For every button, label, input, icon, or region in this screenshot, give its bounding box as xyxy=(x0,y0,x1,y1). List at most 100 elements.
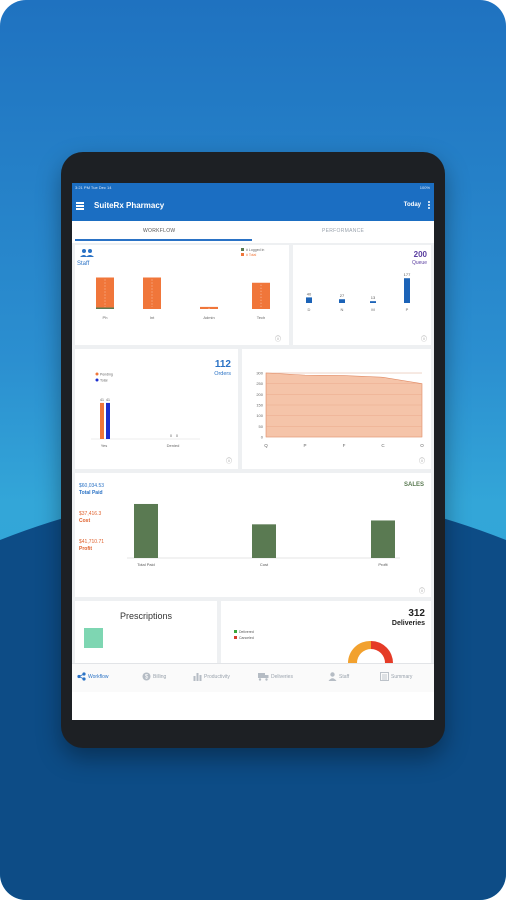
queue-data-label: 27 xyxy=(340,293,345,298)
nav-staff[interactable]: Staff xyxy=(328,672,349,681)
staff-icon xyxy=(80,249,94,257)
tab-workflow[interactable]: WORKFLOW xyxy=(143,228,176,234)
app-title: SuiteRx Pharmacy xyxy=(94,201,165,210)
legend-total: Total xyxy=(100,379,108,383)
nav-label: Workflow xyxy=(88,673,109,680)
staff-title: Staff xyxy=(77,261,90,267)
prescriptions-bar xyxy=(84,628,103,648)
orders-bar xyxy=(106,402,110,439)
nav-productivity[interactable]: Productivity xyxy=(193,672,230,681)
menu-icon[interactable] xyxy=(76,202,84,210)
sales-bar xyxy=(371,520,395,558)
area-chart-card[interactable]: 300 250 200 150 100 50 0 Q P F C O ⓘ xyxy=(242,349,431,469)
prescriptions-card[interactable]: Prescriptions xyxy=(75,601,217,663)
prescriptions-chart: Prescriptions xyxy=(84,611,173,648)
person-icon xyxy=(328,672,337,681)
orders-data-label: 41 xyxy=(106,398,110,402)
prescriptions-title: Prescriptions xyxy=(120,611,173,621)
info-icon[interactable]: ⓘ xyxy=(275,335,281,343)
profit-label: Profit xyxy=(79,546,92,552)
total-paid-value: $60,034.53 xyxy=(79,483,104,489)
status-bar: 3:21 PM Tue Dec 14 100% xyxy=(72,183,434,192)
queue-x-label: D xyxy=(308,307,311,312)
info-icon[interactable]: ⓘ xyxy=(421,335,427,343)
area-y-tick: 200 xyxy=(256,392,263,397)
queue-bar xyxy=(306,297,312,303)
sales-chart: SALES $60,034.53 Total Paid $37,416.3 Co… xyxy=(79,482,425,595)
area-x-label: C xyxy=(381,443,385,448)
info-icon[interactable]: ⓘ xyxy=(419,587,425,595)
legend-logged-in: # Logged in xyxy=(246,248,264,252)
nav-label: Staff xyxy=(339,673,350,680)
orders-label: Orders xyxy=(214,371,231,377)
queue-card[interactable]: 200 Queue 40 D 27 N 13 M 177 P ⓘ xyxy=(293,245,431,345)
cost-label: Cost xyxy=(79,518,90,524)
orders-x-label: Denied xyxy=(167,443,180,448)
deliveries-label: Deliveries xyxy=(392,620,425,627)
bar-chart-icon xyxy=(193,673,202,681)
queue-bar xyxy=(339,299,345,303)
legend-swatch-logged-in xyxy=(241,248,244,251)
staff-x-label: Ph xyxy=(103,315,108,320)
staff-bar-total xyxy=(96,277,114,309)
legend-total: # Total xyxy=(246,253,256,257)
orders-chart: 112 Orders Pending Total 41 41 Yes 0 0 Denied… xyxy=(91,359,232,465)
dashboard-content: Staff # Logged in # Total Ph Int Admin Tech… xyxy=(72,243,434,663)
legend-dot-total xyxy=(95,378,99,382)
orders-value: 112 xyxy=(215,359,232,370)
queue-bar xyxy=(370,301,376,303)
area-y-tick: 100 xyxy=(256,413,263,418)
nav-label: Summary xyxy=(391,673,413,680)
area-y-tick: 0 xyxy=(261,435,264,440)
sales-x-label: Cost xyxy=(260,562,269,567)
queue-bar xyxy=(404,278,410,303)
area-x-label: O xyxy=(420,443,424,448)
staff-card[interactable]: Staff # Logged in # Total Ph Int Admin Tech… xyxy=(75,245,289,345)
queue-label: Queue xyxy=(412,260,427,266)
dollar-icon: $ xyxy=(142,672,151,681)
area-y-tick: 300 xyxy=(256,371,263,376)
nav-workflow[interactable]: Workflow xyxy=(77,672,108,681)
queue-data-label: 177 xyxy=(404,272,411,277)
legend-canceled: Canceled xyxy=(239,636,254,640)
info-icon[interactable]: ⓘ xyxy=(226,457,232,465)
sales-bar xyxy=(252,524,276,558)
deliveries-value: 312 xyxy=(408,608,425,619)
nav-label: Productivity xyxy=(204,673,230,680)
sales-bar xyxy=(134,503,158,558)
legend-dot-pending xyxy=(95,372,99,376)
queue-value: 200 xyxy=(414,250,428,259)
queue-data-label: 40 xyxy=(307,291,312,296)
nav-billing[interactable]: $ Billing xyxy=(142,672,166,681)
sales-x-label: Profit xyxy=(378,562,388,567)
app-screen: 3:21 PM Tue Dec 14 100% SuiteRx Pharmacy… xyxy=(72,183,434,720)
tab-bar: WORKFLOW PERFORMANCE xyxy=(72,221,434,243)
area-x-label: P xyxy=(303,443,306,448)
deliveries-chart: 312 Deliveries Delivered Canceled xyxy=(234,608,425,663)
status-time: 3:21 PM Tue Dec 14 xyxy=(75,185,112,190)
staff-x-label: Tech xyxy=(257,315,265,320)
more-options-icon[interactable] xyxy=(428,201,431,211)
total-paid-label: Total Paid xyxy=(79,490,103,496)
gauge-segment-right xyxy=(371,641,393,663)
area-x-label: Q xyxy=(264,443,268,448)
queue-x-label: M xyxy=(371,307,374,312)
tab-performance[interactable]: PERFORMANCE xyxy=(322,228,365,234)
orders-data-label: 0 xyxy=(176,434,178,438)
workflow-icon xyxy=(77,672,86,681)
deliveries-card[interactable]: 312 Deliveries Delivered Canceled xyxy=(221,601,431,663)
sales-card[interactable]: SALES $60,034.53 Total Paid $37,416.3 Co… xyxy=(75,473,431,597)
info-icon[interactable]: ⓘ xyxy=(419,457,425,465)
staff-bar-total xyxy=(252,282,270,309)
svg-text:$: $ xyxy=(145,675,149,681)
orders-data-label: 0 xyxy=(170,434,172,438)
nav-deliveries[interactable]: Deliveries xyxy=(258,672,293,681)
queue-data-label: 13 xyxy=(371,295,376,300)
today-button[interactable]: Today xyxy=(403,202,421,208)
orders-bar xyxy=(100,402,104,439)
staff-x-label: Admin xyxy=(203,315,214,320)
nav-label: Deliveries xyxy=(271,673,293,680)
nav-summary[interactable]: Summary xyxy=(380,672,412,681)
orders-card[interactable]: 112 Orders Pending Total 41 41 Yes 0 0 Denied… xyxy=(75,349,238,469)
